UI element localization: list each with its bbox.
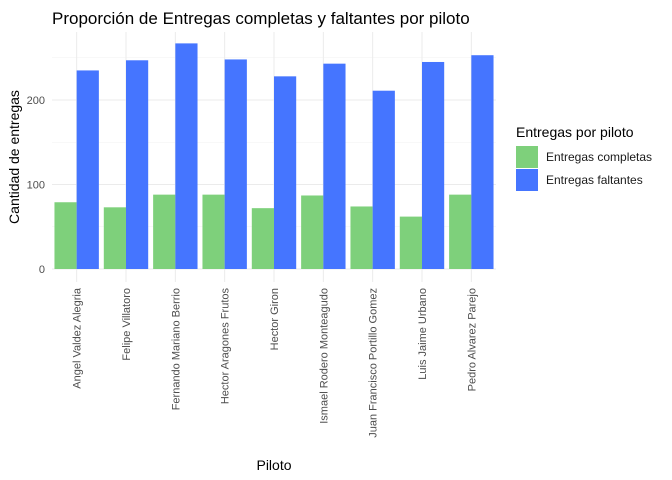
x-tick-label: Luis Jaime Urbano <box>417 288 429 380</box>
bar-completas <box>350 206 373 269</box>
x-axis-title: Piloto <box>256 457 291 473</box>
bar-completas <box>153 194 176 269</box>
y-tick-label: 200 <box>27 95 45 107</box>
legend: Entregas por piloto Entregas completas En… <box>516 124 652 191</box>
x-tick-label: Felipe Villatoro <box>121 288 133 361</box>
bar-faltantes <box>323 63 346 269</box>
bar-faltantes <box>76 70 99 269</box>
bar-faltantes <box>274 76 297 269</box>
bar-completas <box>103 207 126 269</box>
x-tick-label: Hector Aragones Frutos <box>220 288 232 405</box>
x-tick-label: Juan Francisco Portillo Gomez <box>368 288 380 438</box>
bar-completas <box>399 216 422 269</box>
bar-faltantes <box>372 90 395 269</box>
bar-faltantes <box>175 43 198 270</box>
bar-completas <box>251 208 274 269</box>
bar-completas <box>449 194 472 269</box>
y-axis-ticks: 0 100 200 <box>27 95 45 276</box>
bars <box>54 43 494 270</box>
y-tick-label: 0 <box>39 264 45 276</box>
x-tick-label: Hector Giron <box>269 288 281 350</box>
chart-title: Proporción de Entregas completas y falta… <box>52 9 470 28</box>
x-tick-label: Fernando Mariano Berrio <box>170 288 182 410</box>
bar-faltantes <box>422 61 445 269</box>
legend-title: Entregas por piloto <box>516 124 634 140</box>
x-tick-label: Ismael Rodero Monteagudo <box>318 288 330 424</box>
bar-faltantes <box>224 59 247 269</box>
legend-label: Entregas completas <box>546 150 652 164</box>
bar-completas <box>202 194 225 269</box>
y-axis-title: Cantidad de entregas <box>6 90 22 224</box>
bar-completas <box>54 202 77 269</box>
bar-completas <box>301 195 324 269</box>
legend-key <box>516 146 538 168</box>
x-tick-label: Pedro Alvarez Parejo <box>466 288 478 391</box>
legend-label: Entregas faltantes <box>546 173 643 187</box>
bar-faltantes <box>471 55 494 270</box>
x-tick-label: Angel Valdez Alegria <box>72 287 84 389</box>
bar-faltantes <box>126 60 149 269</box>
legend-key <box>516 169 538 191</box>
y-tick-label: 100 <box>27 180 45 192</box>
x-axis-ticks: Angel Valdez Alegria Felipe Villatoro Fern… <box>72 287 479 438</box>
